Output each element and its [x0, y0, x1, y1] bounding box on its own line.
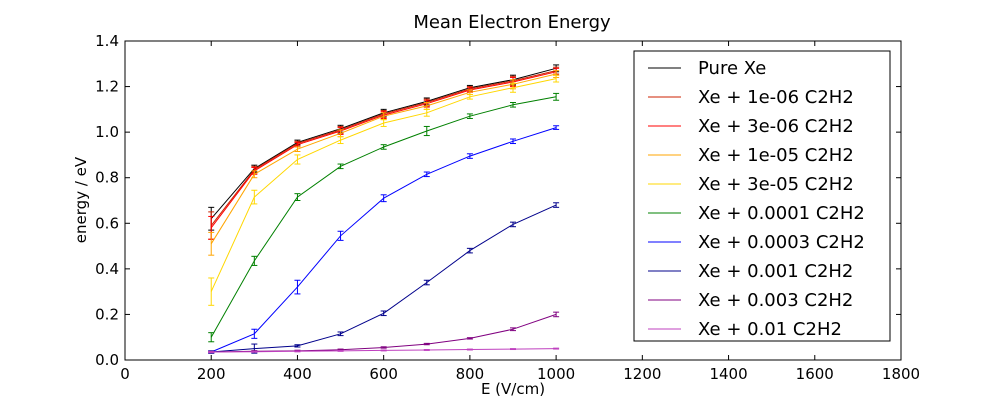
legend-label: Pure Xe [698, 58, 766, 79]
legend-label: Xe + 1e-05 C2H2 [698, 145, 854, 166]
y-tick-label: 0.6 [95, 214, 119, 232]
y-tick-label: 0.0 [95, 351, 119, 369]
legend-frame [633, 50, 891, 342]
y-tick-label: 0.2 [95, 305, 119, 323]
y-tick-label: 1.0 [95, 123, 119, 141]
y-axis: 0.0 0.2 0.4 0.6 0.8 1.0 1.2 1.4 [95, 32, 901, 369]
series-line [210, 96, 557, 338]
series-line [211, 204, 557, 353]
x-tick-label: 600 [369, 365, 398, 383]
legend-label: Xe + 0.01 C2H2 [698, 319, 842, 340]
series-line [210, 73, 557, 245]
legend-label: Xe + 1e-06 C2H2 [698, 87, 854, 108]
x-tick-label: 1800 [882, 365, 920, 383]
x-tick-label: 400 [283, 365, 312, 383]
x-tick-label: 1600 [796, 365, 834, 383]
x-tick-label: 200 [197, 365, 226, 383]
series-layer [208, 64, 560, 354]
x-axis: 0 200 400 600 800 1000 1200 1400 1600 1800 [120, 41, 920, 383]
y-tick-label: 1.2 [95, 78, 119, 96]
legend-label: Xe + 3e-06 C2H2 [698, 116, 854, 137]
legend-label: Xe + 0.0003 C2H2 [698, 232, 865, 253]
legend-label: Xe + 0.001 C2H2 [698, 261, 853, 282]
y-tick-label: 1.4 [95, 32, 119, 50]
legend: Pure Xe Xe + 1e-06 C2H2 Xe + 3e-06 C2H2 Xe … [633, 50, 891, 342]
y-tick-label: 0.8 [95, 169, 119, 187]
x-tick-label: 1000 [537, 365, 575, 383]
legend-label: Xe + 3e-05 C2H2 [698, 174, 854, 195]
x-tick-label: 1400 [709, 365, 747, 383]
series-line [211, 127, 557, 353]
legend-label: Xe + 0.003 C2H2 [698, 290, 853, 311]
legend-label: Xe + 0.0001 C2H2 [698, 203, 865, 224]
y-tick-label: 0.4 [95, 260, 119, 278]
x-axis-title: E (V/cm) [481, 380, 545, 398]
x-tick-label: 800 [456, 365, 485, 383]
chart-title: Mean Electron Energy [413, 12, 611, 33]
y-axis-title: energy / eV [72, 156, 90, 243]
x-tick-label: 0 [120, 365, 130, 383]
x-tick-label: 1200 [623, 365, 661, 383]
plot-frame [124, 40, 902, 361]
series-line [210, 71, 557, 229]
